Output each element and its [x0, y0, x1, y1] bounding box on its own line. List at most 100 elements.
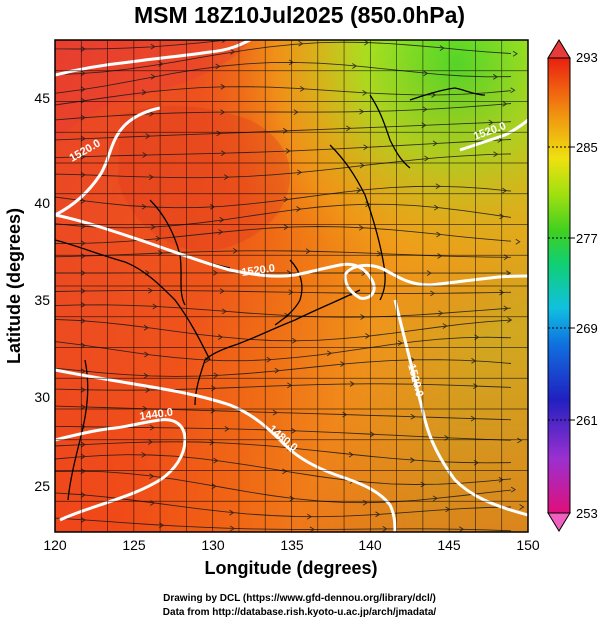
- streamline: [55, 383, 512, 391]
- streamline-arrow: [80, 270, 86, 276]
- streamline: [55, 153, 512, 179]
- streamline: [55, 121, 512, 141]
- streamline-arrow: [80, 453, 86, 460]
- streamline: [55, 318, 512, 342]
- streamline-arrow: [143, 324, 149, 331]
- streamline-arrow: [296, 206, 302, 212]
- streamline-arrow: [150, 43, 156, 50]
- streamline: [55, 185, 512, 209]
- streamline-arrow: [349, 381, 355, 387]
- streamline-arrow: [80, 153, 86, 160]
- streamline-arrow: [442, 323, 448, 329]
- streamline-arrow: [215, 63, 221, 70]
- streamline-arrow: [423, 70, 429, 77]
- x-tick-label: 140: [358, 537, 382, 553]
- streamline-arrow: [145, 133, 151, 139]
- x-tick-label: 130: [201, 537, 225, 553]
- streamline-arrow: [80, 171, 86, 178]
- streamline: [55, 492, 512, 518]
- streamline-arrow: [152, 303, 158, 310]
- colorbar-scale: [547, 57, 571, 514]
- streamline-arrow: [299, 85, 306, 92]
- streamline-arrow: [220, 150, 226, 156]
- streamline-arrow: [219, 216, 225, 223]
- y-axis-title: Latitude (degrees): [4, 208, 24, 364]
- streamline-arrow: [220, 83, 226, 90]
- streamline-arrow: [157, 250, 164, 256]
- streamline: [55, 405, 512, 421]
- streamline-arrow: [141, 203, 147, 210]
- streamline-arrow: [297, 169, 303, 176]
- y-tick-label: 25: [34, 478, 50, 494]
- streamline-arrow: [365, 333, 371, 339]
- streamline-arrow: [326, 350, 333, 357]
- streamline-arrow: [503, 305, 509, 312]
- colorbar-label: 285: [576, 140, 598, 155]
- credit-drawing: Drawing by DCL (https://www.gfd-dennou.o…: [163, 593, 436, 604]
- streamline: [55, 359, 512, 377]
- streamline-arrow: [439, 45, 445, 51]
- streamline-arrow: [80, 70, 86, 77]
- streamline-arrow: [365, 201, 371, 208]
- streamline-arrow: [159, 522, 165, 529]
- streamline-arrow: [430, 290, 436, 297]
- streamline-arrow: [435, 183, 441, 190]
- streamline-arrow: [80, 86, 86, 93]
- streamline-arrow: [213, 457, 219, 464]
- streamline-arrow: [459, 526, 465, 532]
- streamline-arrow: [274, 367, 280, 374]
- streamline-arrow: [80, 468, 86, 475]
- x-axis-title: Longitude (degrees): [204, 558, 377, 578]
- streamline-arrow: [148, 174, 154, 181]
- x-tick-label: 125: [122, 537, 146, 553]
- streamline-arrow: [291, 337, 298, 344]
- streamline-arrow: [293, 109, 299, 115]
- streamline-arrow: [80, 317, 86, 324]
- streamline-arrow: [288, 59, 294, 66]
- streamline: [55, 290, 512, 294]
- colorbar-label: 293: [576, 50, 598, 65]
- streamline-arrow: [436, 231, 442, 238]
- streamline-arrow: [209, 439, 215, 446]
- coastlines: [55, 87, 486, 501]
- streamline-arrow: [80, 135, 86, 142]
- colorbar-bottom-arrow: [547, 512, 571, 532]
- streamline-arrow: [473, 383, 479, 389]
- streamline-arrow: [420, 481, 426, 488]
- streamline-arrow: [283, 196, 289, 203]
- streamline-arrow: [358, 224, 365, 231]
- streamline-arrow: [359, 108, 365, 115]
- x-tick-label: 150: [516, 537, 540, 553]
- grid-lines: [55, 40, 528, 532]
- y-axis-ticks: 25 30 35 40 45: [34, 90, 50, 494]
- streamline-arrow: [223, 174, 230, 181]
- streamline-arrow: [349, 25, 353, 30]
- streamline-arrow: [144, 351, 150, 358]
- streamline-arrow: [410, 413, 416, 420]
- streamline-arrow: [493, 151, 499, 158]
- streamline-arrow: [283, 224, 289, 231]
- streamline-arrow: [309, 526, 315, 532]
- streamline-arrow: [80, 492, 86, 498]
- streamline: [55, 304, 512, 318]
- streamline-arrow: [229, 525, 236, 532]
- streamline-arrow: [410, 457, 416, 464]
- colorbar-ticks: [548, 146, 575, 421]
- streamline-arrow: [80, 114, 86, 121]
- streamline-arrow: [364, 40, 370, 46]
- streamline-arrow: [434, 204, 440, 211]
- streamline-arrow: [510, 87, 516, 94]
- streamline-arrow: [499, 289, 505, 296]
- streamline: [55, 441, 512, 464]
- streamline-arrow: [80, 46, 86, 52]
- streamline-arrow: [218, 229, 224, 235]
- x-tick-label: 145: [437, 537, 461, 553]
- streamline-arrow: [213, 372, 219, 379]
- streamline-arrow: [382, 526, 388, 532]
- streamline-arrow: [346, 125, 352, 132]
- streamline-arrow: [232, 248, 239, 254]
- streamline: [55, 61, 512, 94]
- streamline-arrow: [437, 253, 443, 259]
- credit-data: Data from http://database.rish.kyoto-u.a…: [162, 607, 437, 618]
